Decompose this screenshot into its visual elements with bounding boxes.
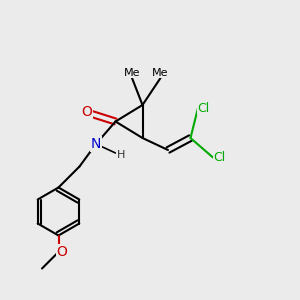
Text: O: O <box>82 106 92 119</box>
Text: O: O <box>57 245 68 259</box>
Text: Cl: Cl <box>197 101 209 115</box>
Text: Me: Me <box>124 68 140 78</box>
Text: Me: Me <box>152 68 169 78</box>
Text: N: N <box>91 137 101 151</box>
Text: H: H <box>117 149 125 160</box>
Text: Cl: Cl <box>214 151 226 164</box>
